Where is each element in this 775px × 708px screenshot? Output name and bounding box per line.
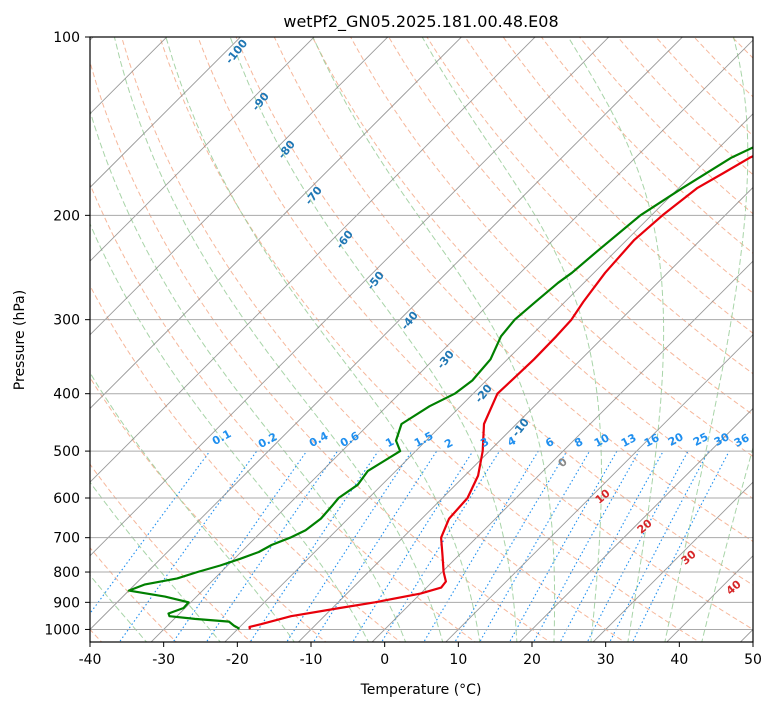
mixing-ratio-label: 10 <box>592 431 612 450</box>
moist-adiabat-line <box>567 37 665 642</box>
temperature-line <box>248 154 753 630</box>
dry-adiabat-line <box>464 37 753 334</box>
y-tick-label: 300 <box>53 313 80 329</box>
x-tick-label: -20 <box>226 652 249 668</box>
dry-adiabat-line <box>90 463 252 642</box>
profiles-layer <box>127 146 753 630</box>
plot-frame <box>89 36 754 643</box>
moist-adiabat-line <box>113 37 444 642</box>
mixing-ratio-label: 25 <box>691 430 711 449</box>
isotherm-line <box>445 334 753 642</box>
x-tick-label: 30 <box>597 652 615 668</box>
isotherm-line <box>150 39 753 642</box>
mixing-ratio-line <box>454 450 568 642</box>
moist-adiabat-line <box>90 371 295 642</box>
x-axis-label: Temperature (°C) <box>360 682 482 698</box>
x-tick-label: -40 <box>79 652 102 668</box>
dry-adiabat-line <box>90 182 476 642</box>
dry-adiabat-line <box>311 37 753 500</box>
mixing-ratio-line <box>90 450 211 615</box>
mixing-ratio-label: 30 <box>712 430 732 449</box>
mixing-ratio-line <box>380 450 500 642</box>
plot-area <box>90 37 753 642</box>
y-tick-label: 900 <box>53 595 80 611</box>
mixing-ratio-line <box>286 450 413 642</box>
y-tick-label: 200 <box>53 208 80 224</box>
dewpoint-line <box>127 146 753 630</box>
mixing-ratio-label: 20 <box>666 430 686 449</box>
moist-adiabat-line <box>165 37 481 642</box>
isotherm-line <box>90 37 315 262</box>
isotherm-line <box>90 37 463 410</box>
y-tick-label: 800 <box>53 565 80 581</box>
y-tick-label: 1000 <box>44 622 80 638</box>
dry-adiabat-line <box>350 37 753 458</box>
mixing-ratio-line <box>609 450 709 642</box>
mixing-ratio-label: 36 <box>732 431 752 450</box>
x-axis: -40 -30 -20 -10 0 10 20 30 40 50 <box>79 642 762 668</box>
y-axis: 100 200 300 400 500 600 700 800 900 1000 <box>44 30 90 638</box>
mixing-ratio-line <box>312 450 438 642</box>
chart-title: wetPf2_GN05.2025.181.00.48.E08 <box>283 12 558 32</box>
isotherm-line <box>90 37 536 483</box>
mixing-ratio-line <box>118 450 258 642</box>
isotherm-line <box>371 260 753 642</box>
isotherm-line <box>297 186 753 642</box>
x-tick-label: 20 <box>523 652 541 668</box>
y-tick-label: 500 <box>53 444 80 460</box>
moist-adiabat-line <box>421 37 602 642</box>
mixing-ratio-label: 13 <box>619 431 639 450</box>
x-tick-label: 10 <box>449 652 467 668</box>
mixing-ratio-line <box>352 450 474 642</box>
dry-adiabat-line <box>426 37 753 375</box>
mixing-ratio-line <box>559 450 664 642</box>
mixing-ratio-line <box>249 450 379 642</box>
isotherm-line <box>90 37 610 557</box>
isotherm-line <box>90 37 389 336</box>
isotherm-line <box>224 113 753 642</box>
mixing-ratio-line <box>172 450 308 642</box>
moist-adiabat-line <box>664 37 749 642</box>
moist-adiabat-line <box>229 37 518 642</box>
x-tick-label: 40 <box>670 652 688 668</box>
isotherm-line <box>90 37 684 631</box>
y-tick-label: 400 <box>53 387 80 403</box>
x-tick-label: 50 <box>744 652 762 668</box>
y-tick-label: 700 <box>53 531 80 547</box>
isotherm-line <box>518 407 753 642</box>
background-lines <box>90 37 753 642</box>
y-tick-label: 100 <box>53 30 80 46</box>
mixing-ratio-line <box>586 450 689 642</box>
y-axis-label: Pressure (hPa) <box>12 290 28 390</box>
x-tick-label: -30 <box>152 652 175 668</box>
dry-adiabat-line <box>90 60 551 642</box>
dry-adiabat-line <box>273 37 753 543</box>
mixing-ratio-label: 16 <box>642 431 662 450</box>
moist-adiabat-line <box>312 37 556 642</box>
y-tick-label: 600 <box>53 491 80 507</box>
isotherm-line <box>90 37 242 189</box>
isotherm-line <box>592 481 753 642</box>
x-tick-label: -10 <box>300 652 323 668</box>
x-tick-label: 0 <box>380 652 389 668</box>
